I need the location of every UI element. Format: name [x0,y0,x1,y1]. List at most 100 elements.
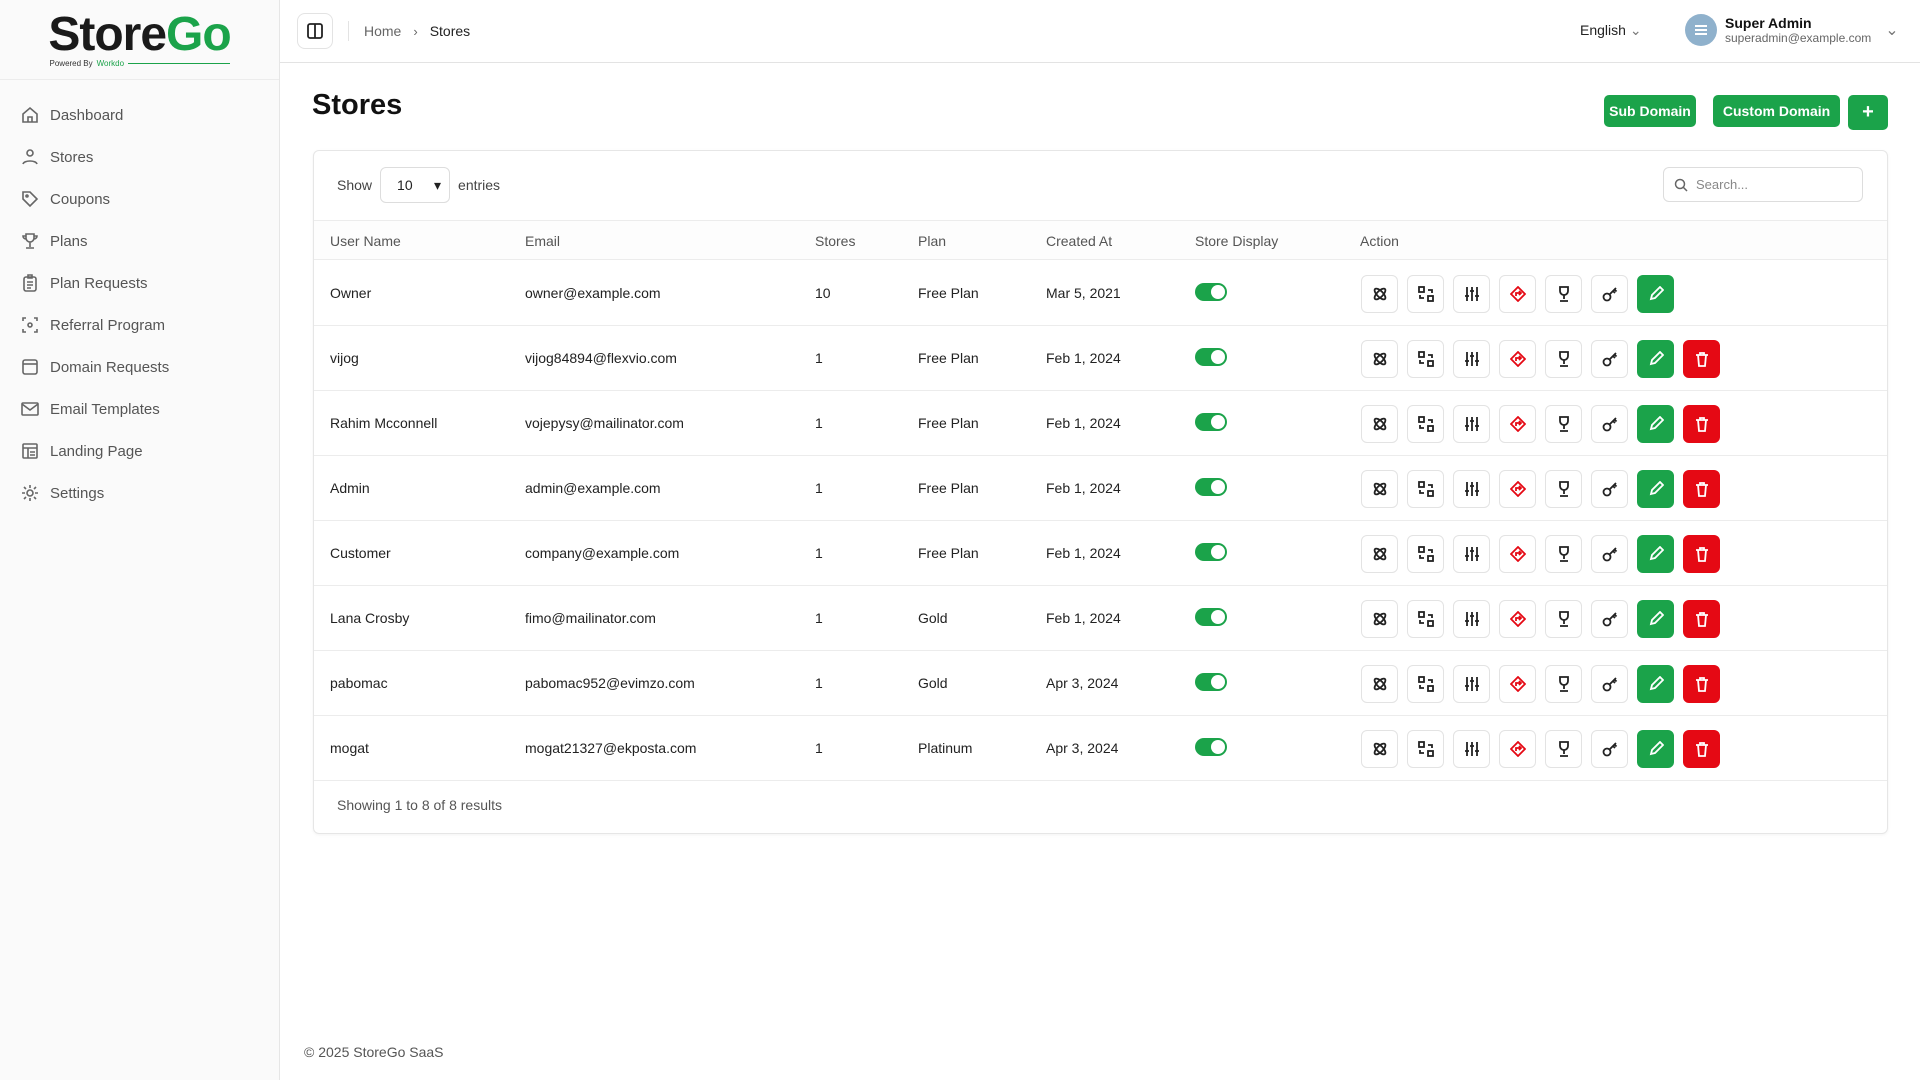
logo[interactable]: StoreGo Powered By Workdo [0,0,279,80]
sliders-button[interactable] [1453,730,1490,768]
store-display-toggle[interactable] [1195,608,1227,626]
sliders-button[interactable] [1453,405,1490,443]
atom-button[interactable] [1361,470,1398,508]
edit-button[interactable] [1637,470,1674,508]
store-display-toggle[interactable] [1195,348,1227,366]
sidebar-item-landing-page[interactable]: Landing Page [0,430,279,472]
trash-button[interactable] [1683,470,1720,508]
swap-button[interactable] [1407,665,1444,703]
edit-button[interactable] [1637,600,1674,638]
sidebar-item-dashboard[interactable]: Dashboard [0,94,279,136]
trophy-button[interactable] [1545,470,1582,508]
breadcrumb-home[interactable]: Home [364,23,402,39]
key-button[interactable] [1591,535,1628,573]
column-header-plan[interactable]: Plan [918,233,947,249]
key-button[interactable] [1591,600,1628,638]
key-button[interactable] [1591,470,1628,508]
direction-button[interactable] [1499,340,1536,378]
trash-button[interactable] [1683,535,1720,573]
store-display-toggle[interactable] [1195,413,1227,431]
edit-button[interactable] [1637,730,1674,768]
swap-button[interactable] [1407,730,1444,768]
store-display-toggle[interactable] [1195,673,1227,691]
swap-button[interactable] [1407,600,1444,638]
trophy-button[interactable] [1545,535,1582,573]
sidebar-item-domain-requests[interactable]: Domain Requests [0,346,279,388]
swap-button[interactable] [1407,535,1444,573]
key-button[interactable] [1591,340,1628,378]
swap-button[interactable] [1407,405,1444,443]
edit-button[interactable] [1637,275,1674,313]
trophy-button[interactable] [1545,340,1582,378]
sliders-button[interactable] [1453,665,1490,703]
key-button[interactable] [1591,665,1628,703]
sub-domain-button[interactable]: Sub Domain [1604,95,1696,127]
language-selector[interactable]: English ⌄ [1580,22,1642,39]
custom-domain-button[interactable]: Custom Domain [1713,95,1840,127]
cell-plan: Free Plan [918,285,979,301]
trash-button[interactable] [1683,405,1720,443]
atom-button[interactable] [1361,340,1398,378]
sidebar-item-plans[interactable]: Plans [0,220,279,262]
sidebar-item-coupons[interactable]: Coupons [0,178,279,220]
trophy-button[interactable] [1545,600,1582,638]
direction-button[interactable] [1499,275,1536,313]
sliders-button[interactable] [1453,340,1490,378]
sliders-button[interactable] [1453,600,1490,638]
add-store-button[interactable]: + [1848,95,1888,130]
edit-button[interactable] [1637,665,1674,703]
atom-button[interactable] [1361,535,1398,573]
atom-button[interactable] [1361,275,1398,313]
store-display-toggle[interactable] [1195,543,1227,561]
sidebar-toggle-button[interactable] [297,13,333,49]
trophy-button[interactable] [1545,665,1582,703]
column-header-user-name[interactable]: User Name [330,233,401,249]
direction-button[interactable] [1499,405,1536,443]
cell-email: vojepysy@mailinator.com [525,415,684,431]
direction-button[interactable] [1499,665,1536,703]
edit-button[interactable] [1637,405,1674,443]
atom-button[interactable] [1361,405,1398,443]
sidebar-item-referral-program[interactable]: Referral Program [0,304,279,346]
sidebar-item-email-templates[interactable]: Email Templates [0,388,279,430]
atom-button[interactable] [1361,730,1398,768]
sliders-button[interactable] [1453,275,1490,313]
edit-button[interactable] [1637,340,1674,378]
trash-button[interactable] [1683,340,1720,378]
store-display-toggle[interactable] [1195,738,1227,756]
sidebar-item-stores[interactable]: Stores [0,136,279,178]
direction-button[interactable] [1499,470,1536,508]
trophy-button[interactable] [1545,405,1582,443]
direction-button[interactable] [1499,600,1536,638]
swap-button[interactable] [1407,275,1444,313]
atom-button[interactable] [1361,665,1398,703]
sidebar-item-settings[interactable]: Settings [0,472,279,514]
user-menu[interactable]: Super Admin superadmin@example.com ⌄ [1685,14,1899,46]
atom-button[interactable] [1361,600,1398,638]
trophy-button[interactable] [1545,275,1582,313]
swap-button[interactable] [1407,340,1444,378]
search-input[interactable]: Search... [1663,167,1863,202]
key-button[interactable] [1591,405,1628,443]
store-display-toggle[interactable] [1195,283,1227,301]
column-header-action[interactable]: Action [1360,233,1399,249]
direction-button[interactable] [1499,535,1536,573]
swap-button[interactable] [1407,470,1444,508]
column-header-stores[interactable]: Stores [815,233,856,249]
column-header-created-at[interactable]: Created At [1046,233,1113,249]
key-button[interactable] [1591,275,1628,313]
sliders-button[interactable] [1453,535,1490,573]
edit-button[interactable] [1637,535,1674,573]
sliders-button[interactable] [1453,470,1490,508]
direction-button[interactable] [1499,730,1536,768]
store-display-toggle[interactable] [1195,478,1227,496]
page-size-select[interactable]: 10 ▾ [380,167,451,203]
column-header-store-display[interactable]: Store Display [1195,233,1279,249]
column-header-email[interactable]: Email [525,233,561,249]
trash-button[interactable] [1683,665,1720,703]
trophy-button[interactable] [1545,730,1582,768]
trash-button[interactable] [1683,730,1720,768]
key-button[interactable] [1591,730,1628,768]
trash-button[interactable] [1683,600,1720,638]
sidebar-item-plan-requests[interactable]: Plan Requests [0,262,279,304]
